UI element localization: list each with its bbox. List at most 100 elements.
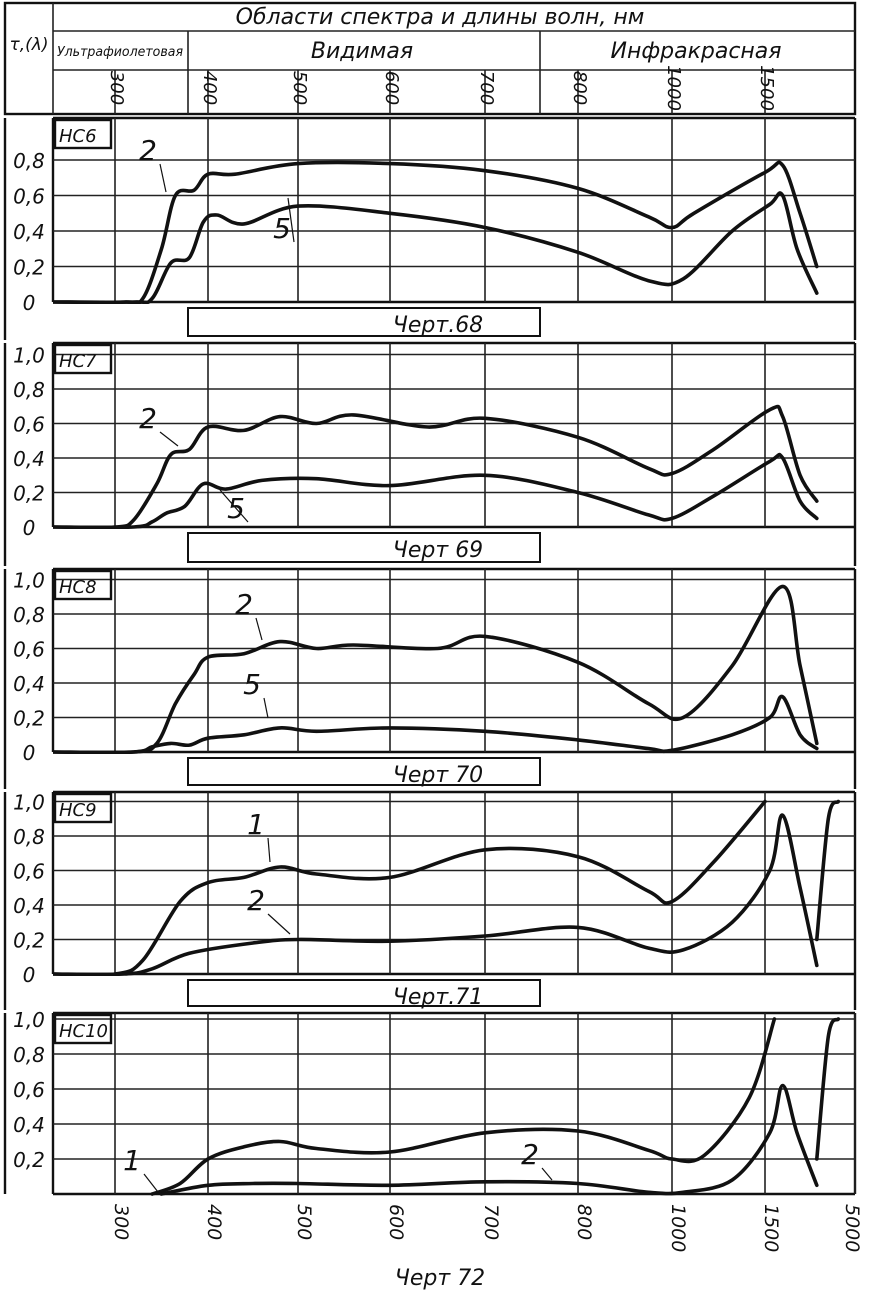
- y-tick-label: 0: [23, 516, 36, 540]
- region-infrared: Инфракрасная: [610, 39, 781, 64]
- series-label: 1: [247, 808, 265, 841]
- chart-panel-3: 0 0,2 0,4 0,6 0,8 1,0 НС8 2 5 Черт 70: [3, 567, 857, 789]
- caption: Черт 69: [393, 538, 483, 563]
- series-leader-line: [267, 913, 291, 935]
- bottom-tick-label: 300: [110, 1204, 132, 1240]
- series-leader-line: [263, 697, 269, 719]
- series-line-edge: [815, 799, 841, 942]
- y-tick-label: 0,2: [13, 929, 45, 953]
- y-tick-label: 0,6: [13, 1078, 45, 1102]
- bottom-tick-label: 1000: [667, 1204, 689, 1252]
- series-label: 2: [235, 588, 253, 621]
- series-line-5: [53, 452, 819, 529]
- series-line-5: [53, 694, 819, 754]
- caption-box: [187, 757, 541, 786]
- y-tick-label: 0,8: [13, 1043, 45, 1067]
- panel-label: НС10: [59, 1021, 108, 1042]
- y-tick-label: 0,2: [13, 482, 45, 506]
- chart-panel-2: 0 0,2 0,4 0,6 0,8 1,0 НС7 2 5 Черт 69: [3, 341, 857, 566]
- series-label: 2: [139, 402, 157, 435]
- series-leader-line: [159, 431, 179, 447]
- chart-panel-4: 0 0,2 0,4 0,6 0,8 1,0 НС9 1 2 Черт.71: [3, 791, 857, 1010]
- y-tick-label: 0,8: [13, 378, 45, 402]
- region-title: Области спектра и длины волн, нм: [236, 5, 645, 30]
- top-tick-label: 600: [381, 71, 402, 105]
- series-line-5: [53, 191, 819, 304]
- y-axis-label: τ,(λ): [10, 35, 49, 55]
- top-wavelength-ticks: 300 400 500 600 700 800 1000 1500: [106, 65, 777, 114]
- y-tick-label: 0,2: [13, 1148, 45, 1172]
- y-tick-label: 0,6: [13, 638, 45, 662]
- chart-panel-1: 0 0,2 0,4 0,6 0,8 НС6 2 5 Черт.68: [3, 116, 857, 340]
- y-tick-label: 0,2: [13, 256, 45, 280]
- series-leader-line: [255, 617, 263, 641]
- y-tick-label: 0,4: [13, 447, 45, 471]
- y-tick-label: 0,8: [13, 603, 45, 627]
- panel-label-box: [53, 343, 113, 375]
- series-leader-line: [267, 837, 271, 863]
- bottom-tick-label: 600: [385, 1204, 407, 1240]
- chart-panels: 0 0,2 0,4 0,6 0,8 НС6 2 5 Черт.68 0 0,2 0,4 0,6 0,8 1,…: [3, 116, 857, 1291]
- caption: Черт.71: [393, 985, 483, 1010]
- panel-label: НС7: [59, 351, 97, 372]
- y-tick-label: 1,0: [13, 1008, 45, 1032]
- caption-box: [187, 979, 541, 1007]
- y-tick-label: 1,0: [13, 344, 45, 368]
- top-tick-label: 500: [289, 71, 310, 105]
- top-tick-label: 300: [106, 71, 127, 105]
- series-line-1: [150, 1017, 777, 1196]
- y-tick-label: 1,0: [13, 569, 45, 593]
- series-line-edge: [815, 1017, 841, 1161]
- y-tick-label: 0,4: [13, 894, 45, 918]
- caption: Черт 70: [393, 763, 483, 788]
- y-tick-label: 0: [23, 963, 36, 987]
- series-leader-line: [159, 163, 167, 193]
- y-tick-label: 0,6: [13, 413, 45, 437]
- top-tick-label: 1500: [756, 65, 777, 111]
- top-tick-label: 400: [199, 71, 220, 105]
- y-tick-label: 0,8: [13, 825, 45, 849]
- top-tick-label: 800: [569, 71, 590, 105]
- bottom-tick-label: 800: [573, 1204, 595, 1240]
- panel-label-box: [53, 792, 113, 824]
- series-leader-line: [219, 489, 249, 523]
- series-label: 5: [273, 212, 291, 245]
- caption-box: [187, 307, 541, 337]
- series-line-2: [53, 584, 819, 754]
- bottom-tick-label: 500: [293, 1204, 315, 1240]
- y-tick-label: 0: [23, 291, 36, 315]
- caption-box: [187, 532, 541, 563]
- region-uv: Ультрафиолетовая: [57, 45, 183, 60]
- region-visible: Видимая: [311, 39, 413, 64]
- y-tick-label: 1,0: [13, 791, 45, 815]
- top-tick-label: 1000: [663, 65, 684, 111]
- series-leader-line: [143, 1173, 159, 1193]
- caption: Черт.68: [393, 313, 483, 338]
- bottom-tick-label: 400: [203, 1204, 225, 1240]
- series-line-2: [53, 813, 819, 976]
- y-tick-label: 0,6: [13, 860, 45, 884]
- series-leader-line: [287, 197, 295, 243]
- y-tick-label: 0,2: [13, 707, 45, 731]
- series-label: 2: [139, 134, 157, 167]
- bottom-wavelength-ticks: 300 400 500 600 700 800 1000 1500 5000: [110, 1204, 863, 1252]
- top-tick-label: 700: [476, 71, 497, 105]
- series-label: 2: [247, 884, 265, 917]
- series-line-2: [159, 1083, 819, 1196]
- series-line-1: [53, 799, 767, 976]
- series-line-2: [53, 404, 819, 529]
- series-label: 5: [243, 668, 261, 701]
- series-leader-line: [541, 1167, 553, 1181]
- bottom-tick-label: 5000: [841, 1204, 863, 1252]
- panel-label-box: [53, 1013, 113, 1045]
- series-line-2: [53, 160, 819, 304]
- series-label: 2: [521, 1138, 539, 1171]
- caption: Черт 72: [395, 1266, 485, 1291]
- header-block: Области спектра и длины волн, нм τ,(λ) У…: [3, 1, 857, 116]
- panel-label: НС6: [59, 126, 97, 147]
- bottom-tick-label: 700: [480, 1204, 502, 1240]
- y-tick-label: 0,8: [13, 149, 45, 173]
- panel-label-box: [53, 569, 113, 601]
- chart-panel-5: 0,2 0,4 0,6 0,8 1,0 НС10 1 2 Черт 72: [3, 1008, 857, 1291]
